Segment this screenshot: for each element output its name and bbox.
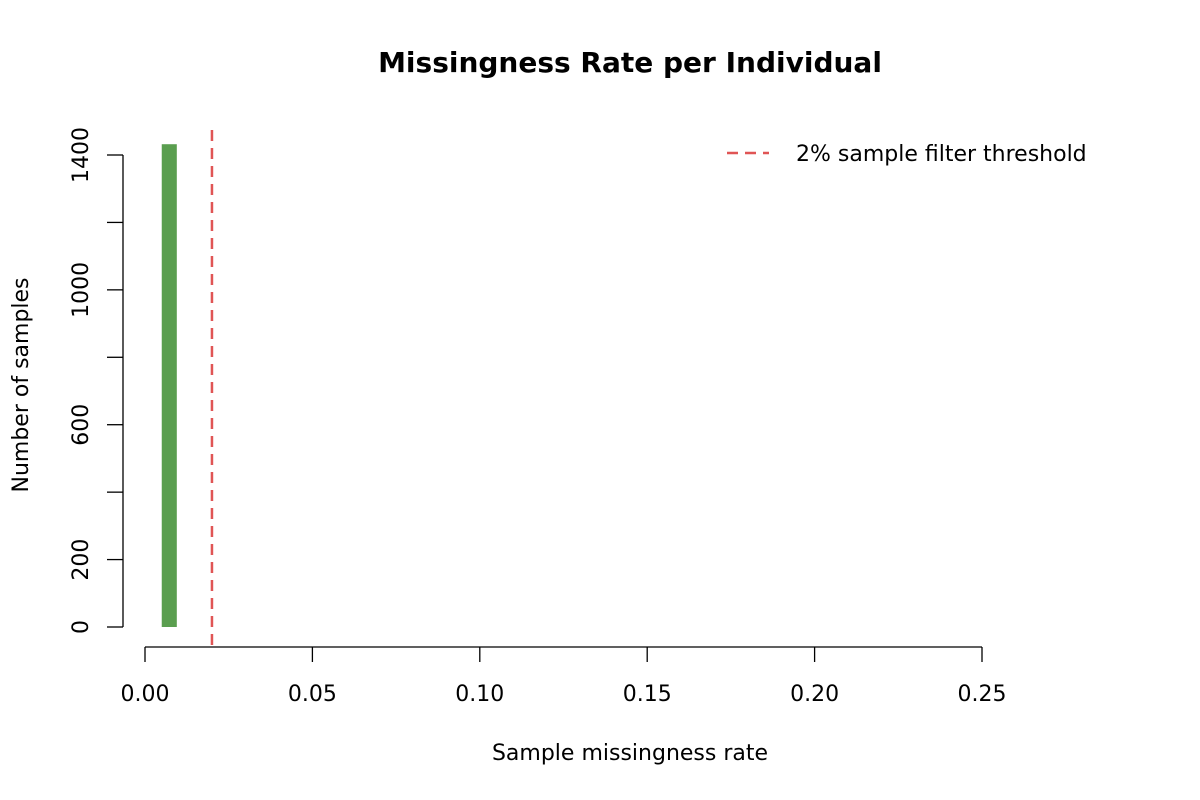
x-tick-label: 0.10 <box>455 682 504 707</box>
y-tick-label: 600 <box>69 404 94 446</box>
legend-threshold-label: 2% sample filter threshold <box>796 142 1087 167</box>
x-axis: 0.00 0.05 0.10 0.15 0.20 0.25 <box>121 646 1007 707</box>
x-tick-label: 0.25 <box>958 682 1007 707</box>
histogram-bars <box>161 144 177 627</box>
x-axis-label: Sample missingness rate <box>492 741 768 766</box>
x-tick-label: 0.00 <box>121 682 170 707</box>
x-tick-label: 0.20 <box>790 682 839 707</box>
chart-title: Missingness Rate per Individual <box>378 46 882 79</box>
x-tick-label: 0.05 <box>288 682 337 707</box>
y-tick-label: 0 <box>69 620 94 634</box>
histogram-bar-0 <box>161 144 177 627</box>
y-tick-label: 200 <box>69 539 94 581</box>
y-tick-label: 1000 <box>69 262 94 318</box>
x-tick-label: 0.15 <box>623 682 672 707</box>
y-axis: 0 200 600 1000 1400 <box>69 127 124 634</box>
y-tick-label: 1400 <box>69 127 94 183</box>
y-axis-label: Number of samples <box>9 277 34 492</box>
legend: 2% sample filter threshold <box>727 142 1087 167</box>
